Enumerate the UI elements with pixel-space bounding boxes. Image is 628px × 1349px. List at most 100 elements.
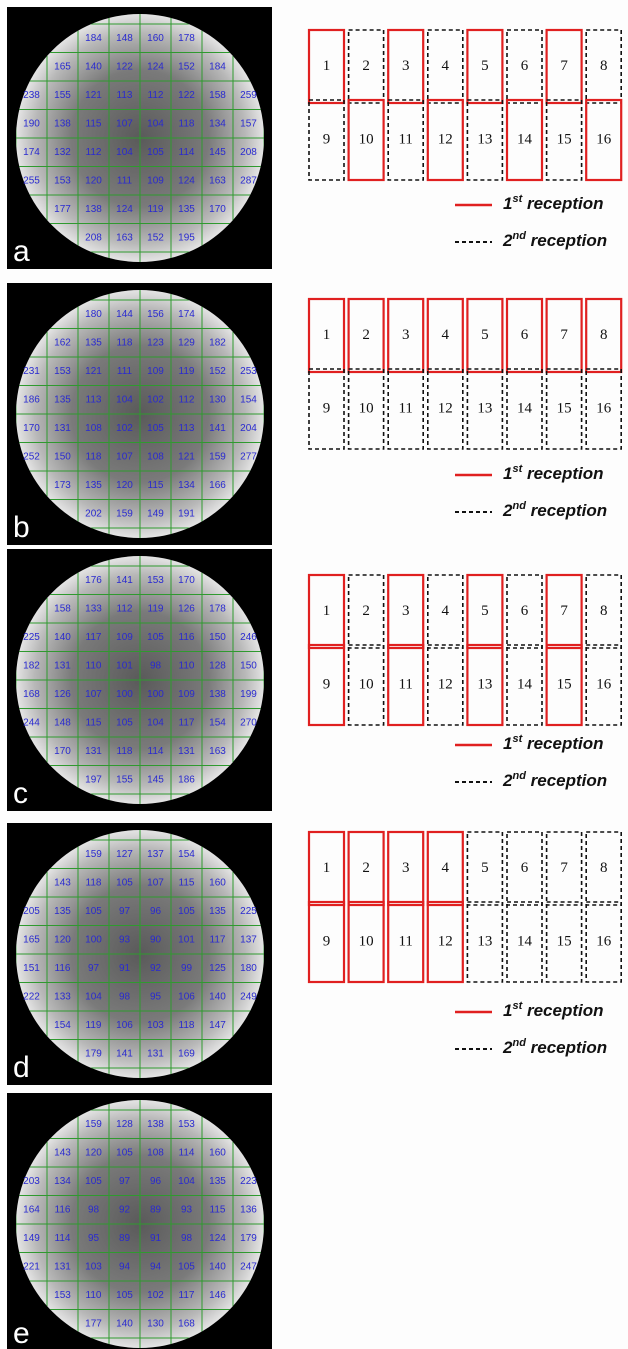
roi-value: 138 (209, 689, 226, 700)
roi-value: 116 (179, 632, 195, 643)
roi-value: 105 (116, 877, 133, 888)
roi-value: 104 (85, 991, 102, 1002)
roi-value: 128 (209, 660, 226, 671)
roi-value: 132 (54, 147, 71, 158)
roi-value: 124 (147, 61, 164, 72)
roi-value: 158 (209, 90, 226, 101)
roi-value: 170 (23, 423, 40, 434)
roi-value: 244 (23, 717, 40, 728)
roi-value: 105 (85, 1176, 102, 1187)
roi-value: 111 (117, 175, 133, 186)
coil-label: 7 (560, 860, 568, 876)
coil (387, 297, 425, 374)
roi-value: 102 (116, 423, 133, 434)
coil (347, 368, 385, 450)
coil (307, 900, 346, 984)
roi-value: 121 (178, 451, 195, 462)
roi-value: 107 (116, 451, 133, 462)
coil-label: 2 (362, 327, 370, 343)
roi-value: 131 (54, 660, 71, 671)
legend-text: 2nd reception (502, 1037, 607, 1058)
roi-value: 152 (147, 232, 164, 243)
roi-value: 115 (179, 877, 195, 888)
roi-value: 131 (178, 746, 195, 757)
roi-value: 97 (119, 1176, 131, 1187)
roi-value: 168 (178, 1318, 195, 1329)
coil (426, 830, 464, 907)
coil (466, 901, 504, 983)
coil (426, 297, 464, 374)
coil-label: 6 (521, 58, 529, 74)
roi-value: 149 (147, 508, 164, 519)
roi-value: 113 (117, 90, 133, 101)
roi-value: 140 (116, 1318, 133, 1329)
roi-value: 141 (116, 1048, 133, 1059)
roi-grid (16, 14, 264, 262)
roi-value: 146 (209, 1290, 226, 1301)
roi-value: 135 (54, 394, 71, 405)
roi-value: 225 (240, 906, 257, 917)
roi-value: 149 (23, 1233, 40, 1244)
roi-value: 135 (85, 337, 102, 348)
roi-value: 159 (85, 1119, 102, 1130)
roi-value: 166 (209, 480, 226, 491)
coil-label: 2 (362, 58, 370, 74)
roi-value: 94 (150, 1261, 162, 1272)
roi-value: 129 (178, 337, 195, 348)
coil-label: 11 (398, 131, 412, 147)
roi-value: 246 (240, 632, 257, 643)
coil (585, 29, 623, 104)
roi-value: 124 (209, 1233, 226, 1244)
roi-value: 135 (85, 480, 102, 491)
coil-label: 4 (442, 327, 450, 343)
coil (307, 297, 346, 374)
roi-value: 179 (240, 1233, 257, 1244)
coil (387, 99, 425, 181)
coil-label: 6 (521, 860, 529, 876)
roi-value: 150 (54, 451, 71, 462)
coil (308, 368, 345, 450)
coil-label: 12 (438, 676, 453, 692)
roi-value: 98 (150, 660, 162, 671)
roi-value: 100 (147, 689, 164, 700)
roi-value: 90 (150, 934, 162, 945)
coil (545, 368, 583, 450)
coil (506, 901, 543, 983)
roi-value: 138 (85, 204, 102, 215)
roi-value: 173 (54, 480, 71, 491)
roi-value: 287 (240, 175, 257, 186)
roi-grid (16, 1100, 264, 1348)
roi-value: 225 (23, 632, 40, 643)
panel: 184 148 160 178 165 140 122 124 152 184 238 155 121 1… (7, 7, 272, 269)
roi-value: 135 (209, 1176, 226, 1187)
roi-value: 95 (150, 991, 162, 1002)
roi-value: 159 (116, 508, 133, 519)
coil (545, 99, 583, 181)
roi-value: 107 (85, 689, 102, 700)
roi-value: 118 (117, 337, 133, 348)
coil-label: 16 (596, 400, 612, 416)
coil (506, 574, 543, 649)
roi-value: 111 (117, 366, 133, 377)
roi-value: 174 (178, 309, 195, 320)
coil-label: 2 (362, 603, 370, 619)
coil-label: 1 (323, 58, 331, 74)
roi-value: 136 (240, 1204, 257, 1215)
roi-value: 112 (117, 603, 133, 614)
roi-value: 169 (178, 1048, 195, 1059)
coil (505, 297, 544, 374)
coil (426, 574, 464, 649)
roi-value: 104 (116, 394, 133, 405)
legend-ordinal: 1 (503, 1001, 512, 1020)
roi-value: 109 (147, 366, 164, 377)
roi-value: 148 (116, 33, 133, 44)
coil-label: 9 (323, 933, 331, 949)
roi-value: 106 (116, 1020, 133, 1031)
coil (307, 830, 346, 907)
coil-label: 12 (438, 131, 453, 147)
roi-value: 116 (55, 963, 71, 974)
roi-value: 133 (85, 603, 102, 614)
roi-value: 177 (85, 1318, 102, 1329)
